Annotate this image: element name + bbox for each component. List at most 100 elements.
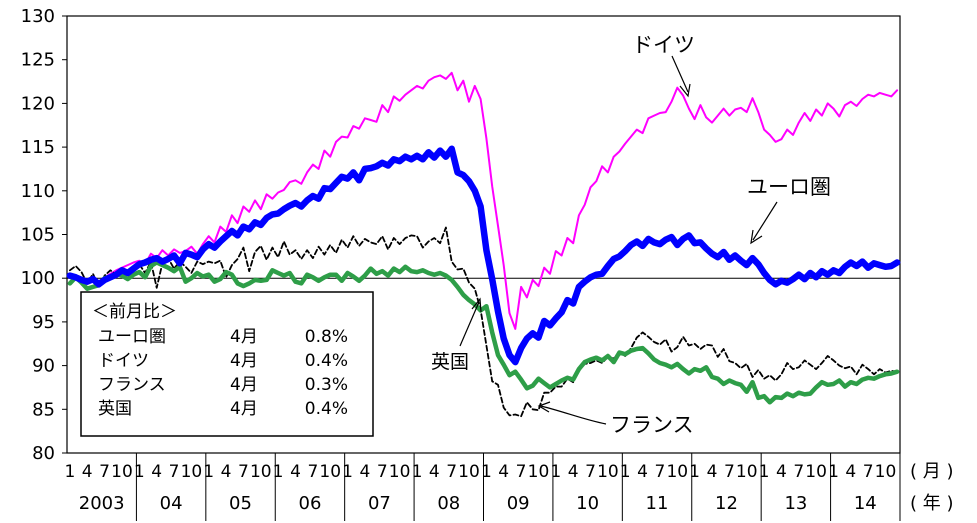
x-month-label: 4 bbox=[498, 462, 509, 482]
x-month-label: 10 bbox=[181, 462, 203, 482]
x-month-label: 10 bbox=[875, 462, 897, 482]
x-month-label: 4 bbox=[845, 462, 856, 482]
y-axis: 80 85 90 95 100 105 110 115 120 125 130 bbox=[21, 6, 67, 464]
x-month-label: 7 bbox=[307, 462, 318, 482]
legend-name-france: フランス bbox=[98, 375, 166, 395]
x-month-label: 7 bbox=[516, 462, 527, 482]
x-month-label: 1 bbox=[689, 462, 700, 482]
x-month-label: 10 bbox=[389, 462, 411, 482]
x-month-label: 7 bbox=[585, 462, 596, 482]
x-month-label: 10 bbox=[666, 462, 688, 482]
x-month-label: 4 bbox=[151, 462, 162, 482]
x-month-label: 4 bbox=[359, 462, 370, 482]
x-month-label: 4 bbox=[776, 462, 787, 482]
y-tick-label: 100 bbox=[21, 268, 55, 289]
annotation-euro-label: ユーロ圏 bbox=[747, 175, 831, 199]
legend-frame bbox=[80, 291, 374, 437]
annotation-germany: ドイツ bbox=[632, 33, 695, 98]
x-month-label: 4 bbox=[637, 462, 648, 482]
x-year-label: 2003 bbox=[79, 493, 125, 514]
x-month-label: 4 bbox=[290, 462, 301, 482]
x-year-label: 05 bbox=[229, 493, 252, 514]
legend-name-germany: ドイツ bbox=[98, 351, 149, 371]
x-month-label: 4 bbox=[221, 462, 232, 482]
x-month-label: 7 bbox=[99, 462, 110, 482]
x-month-label: 10 bbox=[805, 462, 827, 482]
x-month-label: 1 bbox=[828, 462, 839, 482]
legend-box: ＜前月比＞ ユーロ圏 4月 0.8% ドイツ 4月 0.4% フランス 4月 0… bbox=[80, 291, 374, 437]
annotation-uk-arrowhead bbox=[471, 297, 482, 313]
x-month-label: 7 bbox=[724, 462, 735, 482]
x-year-label: 14 bbox=[854, 493, 877, 514]
legend-value-france: 0.3% bbox=[305, 375, 348, 395]
y-tick-label: 85 bbox=[32, 399, 55, 420]
y-tick-label: 115 bbox=[21, 137, 55, 158]
x-month-label: 10 bbox=[250, 462, 272, 482]
x-month-label: 1 bbox=[759, 462, 770, 482]
x-month-label: 7 bbox=[169, 462, 180, 482]
x-year-label: 06 bbox=[299, 493, 322, 514]
annotation-germany-arrow bbox=[671, 55, 689, 93]
x-month-label: 10 bbox=[319, 462, 341, 482]
legend-name-uk: 英国 bbox=[98, 399, 132, 419]
x-year-label: 04 bbox=[160, 493, 183, 514]
x-month-label: 4 bbox=[707, 462, 718, 482]
year-axis-label: ( 年 ) bbox=[910, 493, 954, 514]
x-month-label: 10 bbox=[597, 462, 619, 482]
x-year-label: 09 bbox=[507, 493, 530, 514]
y-tick-label: 130 bbox=[21, 6, 55, 27]
annotation-germany-arrowhead bbox=[679, 83, 691, 98]
x-year-label: 12 bbox=[715, 493, 738, 514]
annotation-euro: ユーロ圏 bbox=[747, 175, 831, 245]
legend-month-germany: 4月 bbox=[230, 351, 258, 371]
x-month-label: 1 bbox=[342, 462, 353, 482]
x-month-label: 1 bbox=[64, 462, 75, 482]
x-month-label: 1 bbox=[620, 462, 631, 482]
x-month-label: 1 bbox=[203, 462, 214, 482]
x-year-label: 10 bbox=[576, 493, 599, 514]
annotation-uk: 英国 bbox=[431, 297, 482, 373]
x-month-label: 7 bbox=[377, 462, 388, 482]
x-month-label: 1 bbox=[550, 462, 561, 482]
x-month-label: 10 bbox=[458, 462, 480, 482]
legend-name-euro: ユーロ圏 bbox=[98, 327, 166, 347]
x-month-label: 1 bbox=[412, 462, 423, 482]
legend-value-germany: 0.4% bbox=[305, 351, 348, 371]
series-layer bbox=[66, 71, 901, 418]
series-line bbox=[69, 226, 898, 418]
x-month-label: 7 bbox=[793, 462, 804, 482]
annotation-uk-arrow bbox=[459, 301, 480, 347]
x-month-label: 1 bbox=[481, 462, 492, 482]
annotation-euro-arrowhead bbox=[750, 229, 763, 245]
x-month-label: 1 bbox=[273, 462, 284, 482]
annotation-germany-label: ドイツ bbox=[632, 33, 695, 57]
y-tick-label: 110 bbox=[21, 181, 55, 202]
legend-header: ＜前月比＞ bbox=[92, 302, 177, 322]
legend-month-france: 4月 bbox=[230, 375, 258, 395]
y-tick-label: 90 bbox=[32, 356, 55, 377]
x-month-label: 4 bbox=[82, 462, 93, 482]
series-line bbox=[66, 145, 901, 366]
legend-value-uk: 0.4% bbox=[305, 399, 348, 419]
x-year-label: 07 bbox=[368, 493, 391, 514]
x-year-label: 11 bbox=[646, 493, 669, 514]
x-month-label: 7 bbox=[654, 462, 665, 482]
series-line bbox=[68, 71, 899, 330]
annotation-france: フランス bbox=[537, 401, 694, 437]
y-tick-label: 80 bbox=[32, 443, 55, 464]
legend-value-euro: 0.8% bbox=[305, 327, 348, 347]
y-tick-label: 120 bbox=[21, 93, 55, 114]
x-month-label: 10 bbox=[528, 462, 550, 482]
x-year-label: 08 bbox=[437, 493, 460, 514]
annotation-euro-arrow bbox=[752, 201, 778, 241]
x-month-label: 10 bbox=[736, 462, 758, 482]
annotation-france-arrow bbox=[540, 405, 607, 425]
x-month-label: 7 bbox=[863, 462, 874, 482]
y-tick-label: 105 bbox=[21, 225, 55, 246]
y-tick-label: 125 bbox=[21, 50, 55, 71]
series-line bbox=[67, 260, 900, 405]
annotation-uk-label: 英国 bbox=[431, 351, 469, 373]
legend-month-uk: 4月 bbox=[230, 399, 258, 419]
